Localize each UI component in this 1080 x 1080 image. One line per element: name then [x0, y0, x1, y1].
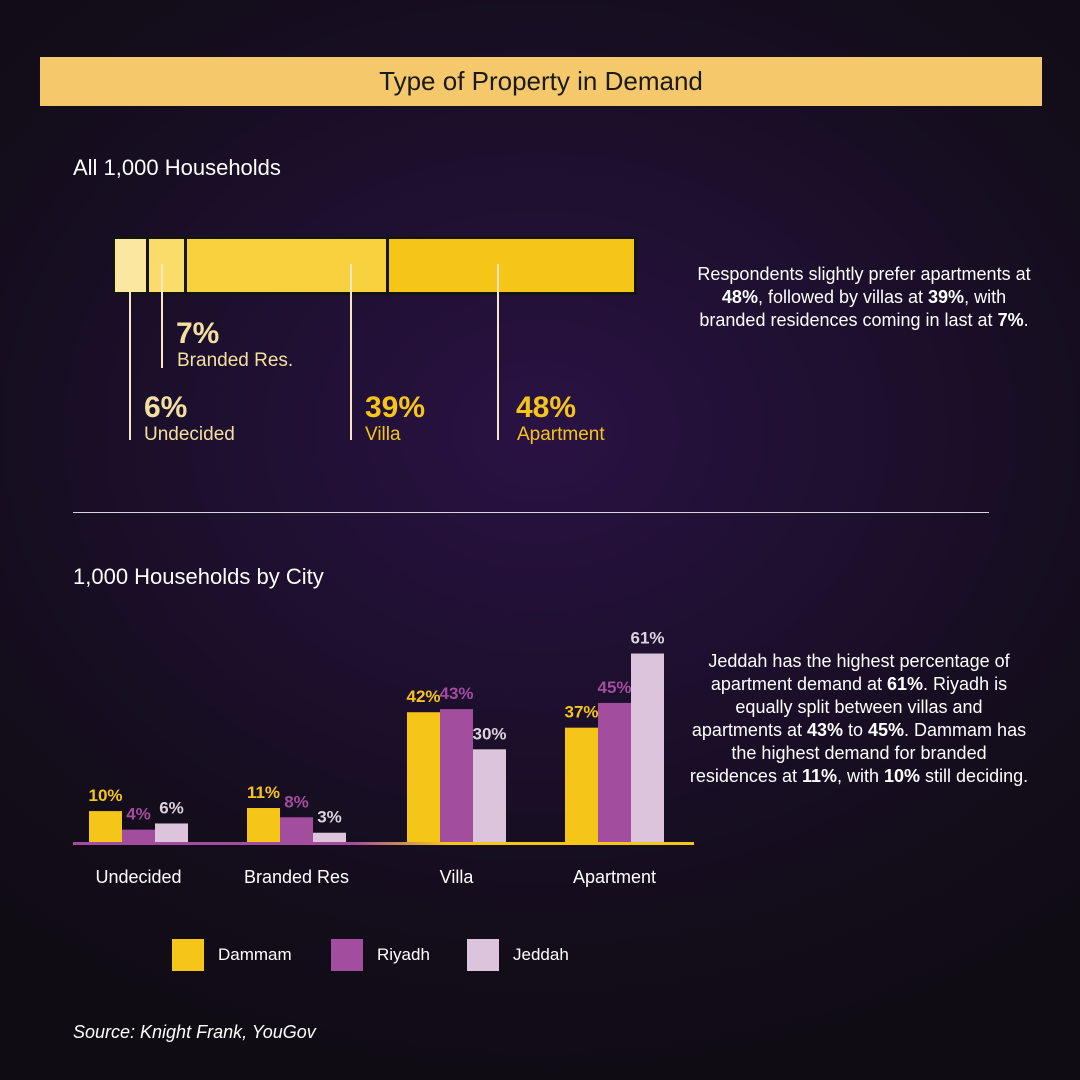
legend-swatch-riyadh — [331, 939, 363, 971]
data-label-riyadh-villa: 43% — [439, 684, 473, 703]
chart-title: Type of Property in Demand — [379, 66, 703, 96]
callout-value-undecided: 6% — [144, 391, 188, 424]
bar-dammam-undecided — [89, 811, 122, 842]
leader-line-villa — [350, 264, 352, 440]
category-label-branded-res: Branded Res — [244, 867, 349, 887]
data-label-riyadh-apartment: 45% — [597, 678, 631, 697]
stacked-segment-branded — [148, 239, 185, 292]
data-label-dammam-undecided: 10% — [88, 786, 122, 805]
data-label-jeddah-branded-res: 3% — [317, 808, 342, 827]
bar-dammam-branded-res — [247, 808, 280, 842]
data-label-jeddah-undecided: 6% — [159, 798, 184, 817]
stacked-segment-villa — [187, 239, 387, 292]
callout-label-undecided: Undecided — [144, 424, 235, 445]
legend-item-dammam: Dammam — [172, 939, 292, 971]
bar-riyadh-branded-res — [280, 817, 313, 842]
summary-note-all: Respondents slightly prefer apartments a… — [697, 264, 1031, 330]
bar-dammam-apartment — [565, 727, 598, 842]
leader-line-branded — [161, 264, 163, 368]
section-title-by-city: 1,000 Households by City — [73, 564, 324, 589]
legend-label-jeddah: Jeddah — [513, 945, 569, 964]
section-title-all-households: All 1,000 Households — [73, 155, 281, 180]
section-divider — [73, 512, 989, 513]
data-label-riyadh-undecided: 4% — [126, 805, 151, 824]
bar-dammam-villa — [407, 712, 440, 842]
data-label-jeddah-villa: 30% — [472, 724, 506, 743]
stacked-segment-apartment — [389, 239, 634, 292]
legend-item-jeddah: Jeddah — [467, 939, 569, 971]
category-label-undecided: Undecided — [95, 867, 181, 887]
bar-jeddah-branded-res — [313, 832, 346, 842]
callout-value-branded: 7% — [176, 317, 220, 350]
stacked-segment-undecided — [115, 239, 146, 292]
data-label-dammam-apartment: 37% — [564, 703, 598, 722]
callout-label-branded: Branded Res. — [177, 350, 294, 371]
source-note: Source: Knight Frank, YouGov — [73, 1022, 316, 1042]
bar-jeddah-apartment — [631, 653, 664, 842]
leader-line-apartment — [497, 264, 499, 440]
legend-label-dammam: Dammam — [218, 945, 292, 964]
callout-label-apartment: Apartment — [517, 424, 605, 445]
data-label-dammam-villa: 42% — [406, 687, 440, 706]
legend-label-riyadh: Riyadh — [377, 945, 430, 964]
legend-swatch-jeddah — [467, 939, 499, 971]
category-label-apartment: Apartment — [573, 867, 656, 887]
legend-item-riyadh: Riyadh — [331, 939, 430, 971]
x-axis-baseline — [73, 842, 694, 845]
bar-riyadh-apartment — [598, 702, 631, 842]
bar-jeddah-villa — [473, 749, 506, 842]
chart-title-banner: Type of Property in Demand — [40, 57, 1042, 106]
callout-label-villa: Villa — [365, 424, 401, 445]
bar-jeddah-undecided — [155, 823, 188, 842]
bar-riyadh-villa — [440, 709, 473, 842]
summary-note-city: Jeddah has the highest percentage of apa… — [689, 651, 1029, 786]
data-label-jeddah-apartment: 61% — [630, 629, 664, 648]
bar-riyadh-undecided — [122, 829, 155, 842]
callout-value-villa: 39% — [365, 391, 426, 424]
callout-value-apartment: 48% — [516, 391, 577, 424]
data-label-dammam-branded-res: 11% — [247, 783, 280, 802]
legend-swatch-dammam — [172, 939, 204, 971]
data-label-riyadh-branded-res: 8% — [284, 792, 309, 811]
category-label-villa: Villa — [440, 867, 475, 887]
stacked-bar — [112, 236, 637, 295]
leader-line-undecided — [129, 292, 131, 440]
